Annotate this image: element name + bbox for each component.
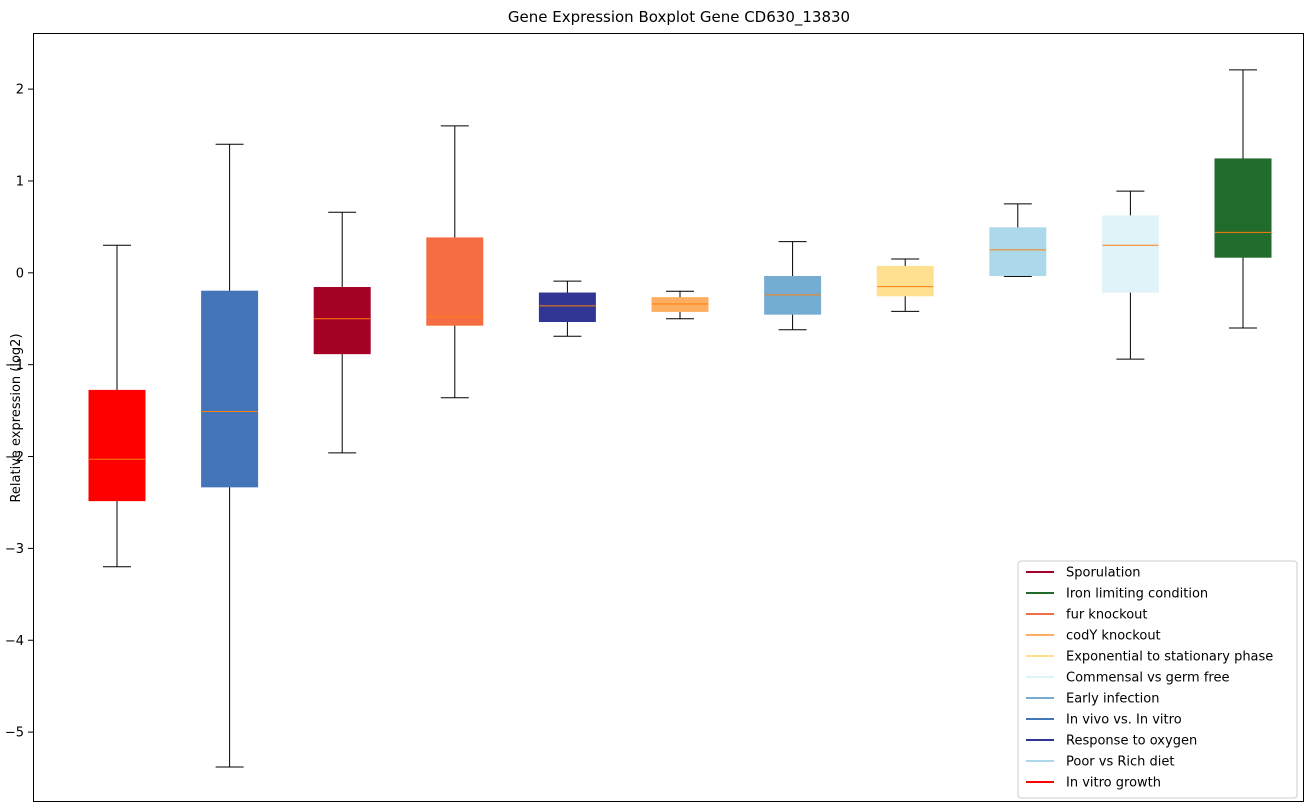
box [313,287,371,355]
box-group [876,258,934,312]
box-group [88,244,146,568]
legend-label: In vivo vs. In vitro [1066,713,1182,728]
legend-label: Exponential to stationary phase [1066,650,1273,665]
box-group [426,125,484,399]
legend: Sporulation Iron limiting condition fur kn… [1017,560,1298,799]
box [426,237,484,326]
legend-label: fur knockout [1066,608,1148,623]
legend-label: Commensal vs germ free [1066,671,1229,686]
plot-area [88,69,1272,768]
box [88,389,146,502]
box-group [764,241,822,331]
box-group [201,143,259,768]
box-group [989,203,1047,278]
y-tick-label: −2 [5,450,24,465]
box [1101,215,1159,293]
y-tick-label: −4 [5,634,24,649]
y-tick-label: 1 [16,174,24,189]
y-axis: 2 1 0 −1 −2 −3 −4 −5 [5,83,34,741]
plot-frame [33,33,1304,802]
box [989,227,1047,277]
y-tick-label: −3 [5,542,24,557]
legend-label: In vitro growth [1066,776,1161,791]
y-tick-label: −1 [5,358,24,373]
box-group [651,290,709,320]
box [201,290,259,488]
box-group [538,280,596,337]
chart-title: Gene Expression Boxplot Gene CD630_13830 [508,8,850,27]
y-tick-label: 2 [16,83,24,98]
y-axis-label: Relative expression (log2) [9,333,24,502]
legend-label: Response to oxygen [1066,734,1197,749]
legend-label: codY knockout [1066,629,1161,644]
legend-label: Sporulation [1066,566,1141,581]
legend-label: Early infection [1066,692,1159,707]
box [876,265,934,297]
y-tick-label: −5 [5,726,24,741]
legend-frame [1017,560,1298,799]
box-group [1214,69,1272,329]
box [1214,158,1272,258]
box [538,292,596,323]
legend-label: Iron limiting condition [1066,587,1208,602]
y-tick-label: 0 [16,266,24,281]
box-group [313,211,371,454]
legend-label: Poor vs Rich diet [1066,755,1174,770]
box-group [1101,190,1159,360]
